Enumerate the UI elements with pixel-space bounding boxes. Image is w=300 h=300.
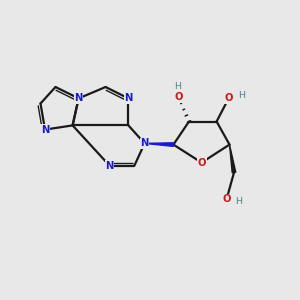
- Text: H: H: [174, 82, 182, 91]
- Text: O: O: [174, 92, 183, 103]
- Text: H: H: [238, 92, 245, 100]
- Text: N: N: [140, 138, 149, 148]
- Text: O: O: [222, 194, 231, 205]
- Text: H: H: [236, 196, 243, 206]
- Polygon shape: [145, 143, 173, 146]
- Text: O: O: [224, 93, 233, 103]
- Text: N: N: [74, 93, 83, 103]
- Text: O: O: [197, 158, 206, 168]
- Text: N: N: [105, 160, 114, 171]
- Polygon shape: [230, 145, 236, 173]
- Text: N: N: [124, 93, 133, 103]
- Text: N: N: [41, 124, 49, 135]
